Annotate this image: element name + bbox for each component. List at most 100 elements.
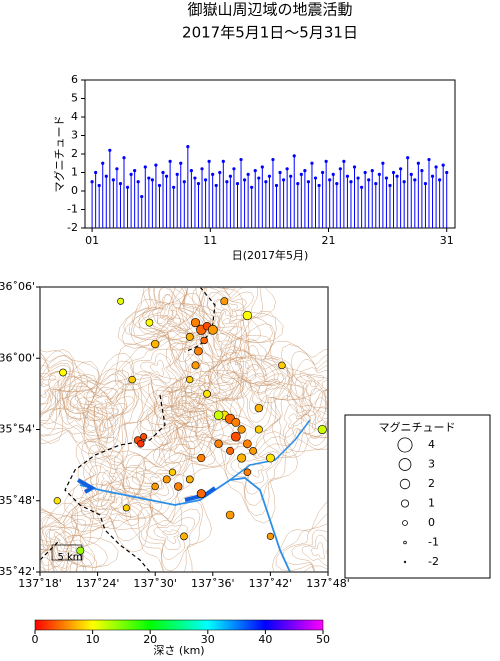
x-axis-label: 日(2017年5月) xyxy=(232,248,309,262)
legend-symbol xyxy=(397,437,413,453)
legend-title: マグニチュード xyxy=(379,420,456,434)
contour xyxy=(64,360,133,444)
contour xyxy=(132,287,200,335)
contour xyxy=(123,287,207,341)
contour xyxy=(157,294,184,327)
stem-head xyxy=(441,163,445,167)
contour xyxy=(40,526,87,572)
stem-head xyxy=(274,183,279,188)
quake xyxy=(122,504,130,512)
scale-label: 5 km xyxy=(57,552,82,563)
quake xyxy=(151,339,160,349)
colorbar-tick-label: 20 xyxy=(143,633,157,646)
legend-label: 4 xyxy=(428,438,435,451)
contour xyxy=(138,293,201,351)
stem-head xyxy=(140,194,144,199)
stem-head xyxy=(317,183,321,188)
stem-head xyxy=(399,167,403,171)
contour xyxy=(140,508,201,572)
quake xyxy=(278,361,286,370)
quake xyxy=(242,310,253,321)
contour xyxy=(40,365,65,396)
title-line: 御嶽山周辺域の地震活動 xyxy=(187,1,352,19)
reservoir xyxy=(77,478,97,494)
contour xyxy=(93,402,128,429)
contour xyxy=(226,338,275,383)
contour xyxy=(40,383,51,398)
contour xyxy=(291,351,328,417)
stem-head xyxy=(321,170,325,175)
river xyxy=(79,477,291,572)
contour xyxy=(154,391,204,433)
quake xyxy=(168,468,177,476)
contour xyxy=(172,360,244,443)
stem-head xyxy=(182,180,186,184)
stem-head xyxy=(328,178,332,182)
stem-head xyxy=(186,145,190,149)
stem-head xyxy=(239,157,243,162)
quake xyxy=(137,440,145,448)
stem-head xyxy=(391,170,396,175)
contour xyxy=(281,523,328,572)
legend-symbol xyxy=(398,458,412,471)
contour xyxy=(317,406,328,422)
y-tick-label: 35˚48' xyxy=(0,494,35,507)
stem-head xyxy=(214,183,218,188)
title-line: 2017年5月1日～5月31日 xyxy=(182,24,358,42)
colorbar-tick-label: 10 xyxy=(86,633,100,646)
x-tick-label: 137˚18' xyxy=(18,577,62,590)
contour xyxy=(40,512,108,572)
stem-head xyxy=(164,174,169,178)
stem-head xyxy=(115,167,119,171)
contour xyxy=(306,373,325,387)
contour xyxy=(100,489,131,521)
stem-head xyxy=(416,161,420,165)
stem-head xyxy=(345,174,350,178)
quake xyxy=(226,446,235,455)
quake xyxy=(200,336,208,345)
stem-head xyxy=(296,182,300,186)
stem-head xyxy=(420,169,424,173)
contour xyxy=(208,323,291,393)
stem-head xyxy=(232,167,236,171)
contour xyxy=(226,443,285,506)
quake xyxy=(174,482,183,491)
colorbar-tick-label: 40 xyxy=(258,633,272,646)
contour xyxy=(118,287,211,351)
legend-label: -2 xyxy=(428,555,439,568)
quake xyxy=(53,497,61,505)
quake xyxy=(265,453,275,463)
y-tick-label: 36˚00' xyxy=(0,351,35,364)
contour xyxy=(311,542,325,560)
contour xyxy=(216,308,245,343)
colorbar-label: 深さ (km) xyxy=(153,644,204,657)
contour xyxy=(47,368,138,461)
legend-label: 0 xyxy=(428,516,435,529)
quake xyxy=(190,318,201,328)
stem-head xyxy=(384,176,389,180)
contour xyxy=(205,393,220,411)
stem-head xyxy=(285,167,289,171)
contour xyxy=(40,502,95,572)
stem-head xyxy=(264,180,268,184)
stem-head xyxy=(203,178,208,182)
x-tick-label: 137˚36' xyxy=(191,577,235,590)
stem-head xyxy=(250,185,254,189)
contour xyxy=(189,408,217,442)
contour xyxy=(203,310,294,404)
contour xyxy=(40,373,57,387)
contours xyxy=(40,287,328,572)
legend-box xyxy=(344,414,491,579)
contour xyxy=(275,513,328,572)
x-tick-label: 137˚30' xyxy=(133,577,177,590)
contour xyxy=(226,358,243,375)
x-tick-label: 11 xyxy=(203,234,217,247)
colorbar-tick-label: 30 xyxy=(201,633,215,646)
contour xyxy=(40,496,103,572)
y-tick-label: 35˚54' xyxy=(0,423,35,436)
contour xyxy=(237,458,272,485)
contour xyxy=(208,431,298,524)
contour xyxy=(140,353,171,384)
quakes xyxy=(53,297,327,555)
